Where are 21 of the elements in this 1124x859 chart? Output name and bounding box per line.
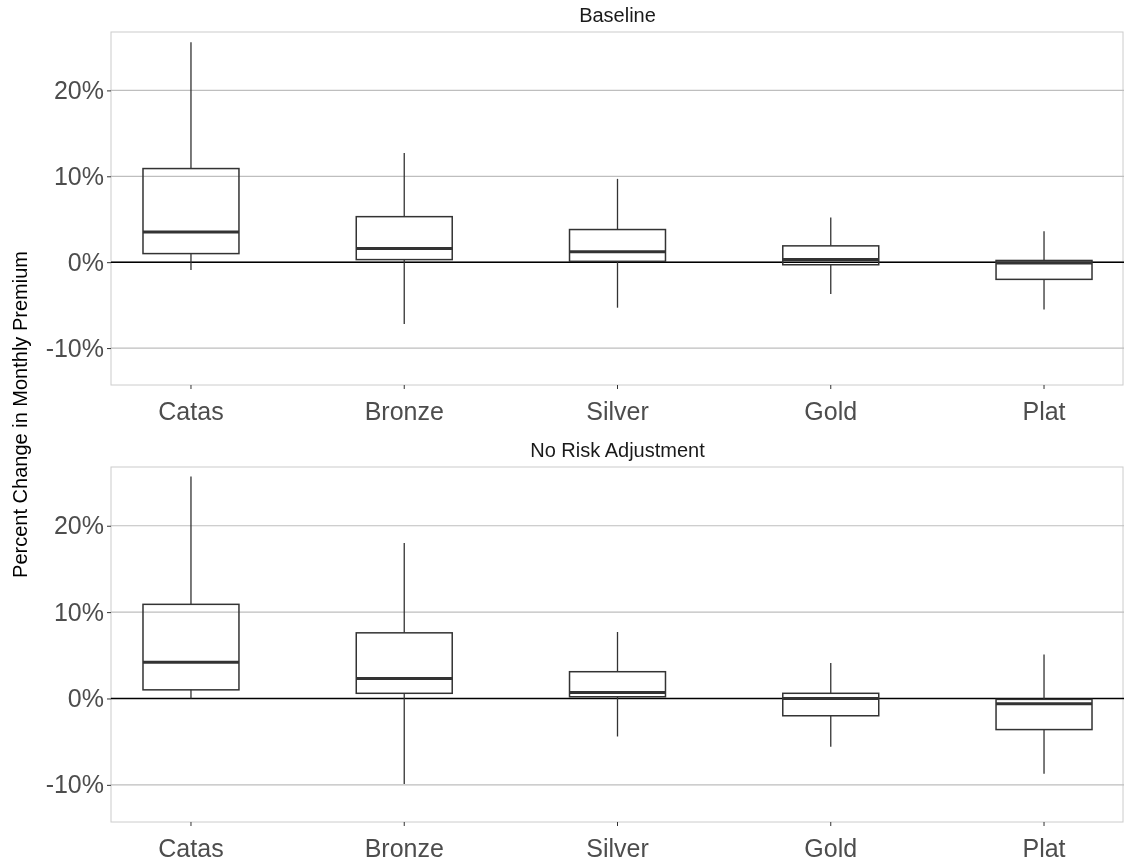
y-tick-label: -10%: [45, 770, 104, 799]
chart-title: Baseline: [579, 4, 656, 26]
y-tick-label: 10%: [53, 597, 104, 626]
x-tick-label: Plat: [1022, 833, 1066, 859]
x-tick-label: Plat: [1022, 396, 1066, 425]
y-tick-label: 0%: [67, 683, 104, 712]
x-tick-label: Gold: [804, 833, 858, 859]
y-axis-title: Percent Change in Monthly Premium: [9, 251, 31, 578]
y-tick-label: 0%: [67, 247, 104, 276]
x-tick-label: Silver: [586, 833, 649, 859]
y-tick-label: 20%: [53, 511, 104, 540]
y-tick-label: -10%: [45, 333, 104, 362]
y-tick-label: 10%: [53, 161, 104, 190]
x-tick-label: Gold: [804, 396, 858, 425]
x-tick-label: Catas: [158, 833, 224, 859]
x-tick-label: Silver: [586, 396, 649, 425]
x-tick-label: Bronze: [364, 396, 444, 425]
x-tick-label: Catas: [158, 396, 224, 425]
x-tick-label: Bronze: [364, 833, 444, 859]
chart-title: No Risk Adjustment: [530, 439, 706, 461]
y-tick-label: 20%: [53, 75, 104, 104]
